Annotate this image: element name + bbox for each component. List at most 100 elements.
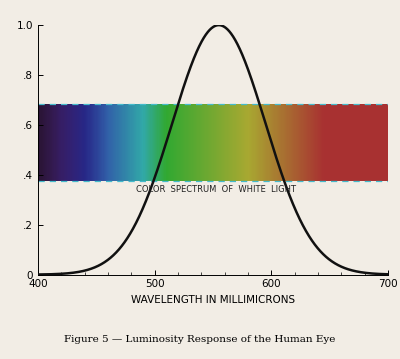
Bar — [48, 104, 50, 181]
Bar — [158, 104, 160, 181]
Bar — [132, 104, 133, 181]
Bar — [184, 104, 186, 181]
Bar — [101, 104, 102, 181]
Bar — [144, 104, 146, 181]
Bar — [221, 104, 222, 181]
Bar — [64, 104, 65, 181]
Bar — [268, 104, 269, 181]
Bar — [370, 104, 372, 181]
Bar — [321, 104, 322, 181]
Bar — [292, 104, 293, 181]
Bar — [386, 104, 387, 181]
Bar — [266, 104, 268, 181]
Bar — [279, 104, 280, 181]
Bar — [66, 104, 67, 181]
Bar — [277, 104, 278, 181]
Bar — [251, 104, 252, 181]
Bar — [161, 104, 162, 181]
Bar — [76, 104, 77, 181]
Bar — [214, 104, 215, 181]
Bar — [368, 104, 369, 181]
Bar — [174, 104, 175, 181]
Bar — [316, 104, 318, 181]
Bar — [334, 104, 335, 181]
Bar — [40, 104, 42, 181]
Bar — [243, 104, 244, 181]
Bar — [369, 104, 370, 181]
Bar — [124, 104, 125, 181]
Bar — [313, 104, 314, 181]
Bar — [188, 104, 189, 181]
Text: Figure 5 — Luminosity Response of the Human Eye: Figure 5 — Luminosity Response of the Hu… — [64, 335, 336, 344]
Bar — [352, 104, 353, 181]
Bar — [129, 104, 130, 181]
Bar — [271, 104, 272, 181]
Bar — [74, 104, 76, 181]
Bar — [215, 104, 216, 181]
Bar — [222, 104, 223, 181]
Bar — [154, 104, 155, 181]
Bar — [226, 104, 228, 181]
Bar — [367, 104, 368, 181]
Bar — [270, 104, 271, 181]
Bar — [170, 104, 172, 181]
Bar — [297, 104, 298, 181]
Bar — [259, 104, 260, 181]
Bar — [153, 104, 154, 181]
Bar — [230, 104, 231, 181]
Bar — [167, 104, 168, 181]
Bar — [146, 104, 147, 181]
Bar — [240, 104, 242, 181]
Bar — [86, 104, 87, 181]
Bar — [326, 104, 327, 181]
Bar — [298, 104, 299, 181]
Bar — [194, 104, 195, 181]
Bar — [376, 104, 378, 181]
Bar — [312, 104, 313, 181]
Bar — [232, 104, 234, 181]
Bar — [192, 104, 194, 181]
Bar — [306, 104, 307, 181]
Bar — [142, 104, 143, 181]
Bar — [177, 104, 178, 181]
Bar — [265, 104, 266, 181]
Bar — [342, 104, 344, 181]
Bar — [95, 104, 96, 181]
Bar — [164, 104, 166, 181]
Bar — [358, 104, 359, 181]
Bar — [43, 104, 44, 181]
Bar — [45, 104, 46, 181]
Bar — [264, 104, 265, 181]
Bar — [47, 104, 48, 181]
Bar — [234, 104, 235, 181]
Bar — [311, 104, 312, 181]
Bar — [172, 104, 173, 181]
Bar — [387, 104, 388, 181]
Bar — [374, 104, 375, 181]
Bar — [338, 104, 339, 181]
Bar — [384, 104, 386, 181]
Bar — [353, 104, 354, 181]
Bar — [366, 104, 367, 181]
Bar — [182, 104, 183, 181]
Bar — [191, 104, 192, 181]
Bar — [180, 104, 181, 181]
Bar — [225, 104, 226, 181]
Bar — [134, 104, 135, 181]
Bar — [341, 104, 342, 181]
Bar — [96, 104, 98, 181]
Bar — [72, 104, 73, 181]
Bar — [67, 104, 68, 181]
Bar — [223, 104, 224, 181]
Bar — [285, 104, 286, 181]
Bar — [273, 104, 274, 181]
Bar — [253, 104, 254, 181]
Bar — [169, 104, 170, 181]
Bar — [102, 104, 104, 181]
Bar — [156, 104, 157, 181]
Bar — [325, 104, 326, 181]
Bar — [147, 104, 148, 181]
Bar — [362, 104, 364, 181]
Bar — [201, 104, 202, 181]
Bar — [307, 104, 308, 181]
